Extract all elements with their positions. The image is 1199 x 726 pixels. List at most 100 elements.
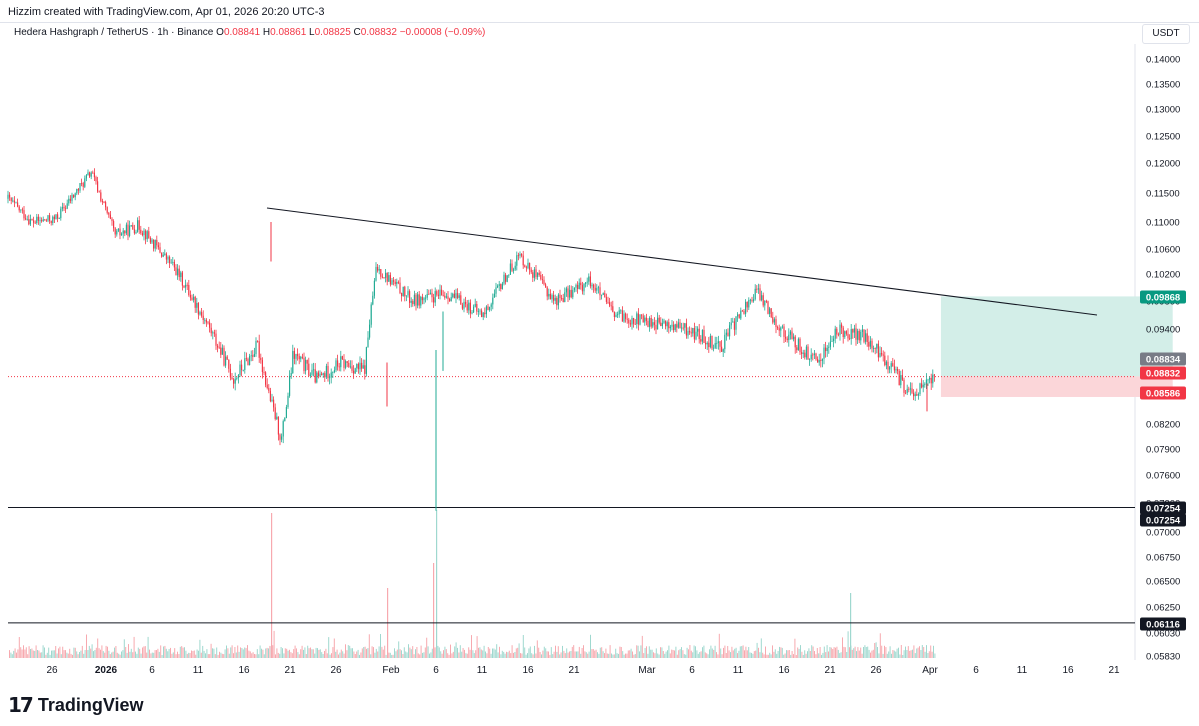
candle-body [727,332,729,337]
candle-body [895,368,897,371]
volume-bar [525,654,527,658]
volume-bar [91,644,93,658]
candle-body [394,281,396,285]
volume-bar [347,645,349,658]
candle-body [613,311,615,318]
candle-body [887,361,889,370]
candle-body [700,339,702,342]
candle-body [773,319,775,323]
candle-body [447,296,449,299]
volume-bar [875,642,877,658]
volume-bar [269,645,271,658]
volume-bar [18,637,20,658]
volume-bar [856,651,857,658]
candle-body [929,377,931,380]
candle-body [474,304,476,307]
volume-bar [794,638,796,658]
volume-bar [276,648,278,658]
candle-body [258,341,260,358]
candle-body [841,324,843,328]
price-label: 0.08832 [1146,369,1180,380]
volume-bar [723,647,724,658]
volume-bar [153,652,155,658]
volume-bar [265,648,267,658]
volume-bar [39,652,41,658]
candle-body [161,252,163,257]
candle-body [786,338,788,340]
volume-bar [172,652,174,658]
candle-body [241,364,243,370]
candle-body [761,295,763,301]
volume-bar [9,650,10,658]
candle-body [137,220,139,232]
candle-body [588,276,590,282]
candle-body [207,322,209,324]
volume-bar [515,648,517,658]
volume-bar [405,651,407,658]
candle-body [141,233,143,236]
volume-bar [812,646,814,658]
candle-body [285,407,287,418]
volume-bar [137,647,139,658]
x-axis-tick-label: 16 [1062,665,1074,676]
volume-bar [900,645,902,658]
candle-body [68,198,70,204]
volume-bar [594,650,596,658]
volume-bar [724,645,726,658]
candle-body [138,220,140,230]
volume-bar [381,646,383,658]
volume-bar [786,650,787,658]
volume-bar [538,647,540,658]
volume-bar [808,648,810,658]
volume-bar [868,649,870,658]
volume-bar [494,649,496,658]
candle-body [517,255,519,257]
candle-body [353,370,355,374]
candle-body [162,254,164,257]
candle-body [108,212,110,215]
volume-bar [636,645,638,658]
volume-bar [346,650,348,658]
candle-body [268,387,270,391]
volume-bar [833,647,835,658]
candle-body [625,313,627,319]
volume-bar [360,652,362,658]
volume-bar [443,650,444,658]
candle-body [233,379,235,384]
currency-selector[interactable]: USDT [1142,24,1190,44]
candle-body [23,210,25,219]
candle-body [570,289,572,298]
candle-body [508,274,510,276]
volume-bar [226,645,227,658]
y-axis-tick-label: 0.06750 [1146,553,1180,564]
y-axis-tick-label: 0.06250 [1146,603,1180,614]
volume-bar [255,654,257,658]
candle-body [15,202,17,204]
price-chart[interactable]: 0.14000 0.13500 0.13000 0.12500 0.12000 0.115… [0,0,1199,690]
volume-bar [46,652,48,658]
volume-bar [336,649,338,658]
candle-body [127,224,129,236]
candle-body [516,255,518,266]
candle-body [781,326,783,328]
volume-bar [471,635,472,658]
volume-bar [654,653,656,658]
candle-body [837,334,839,336]
volume-bar [247,645,248,658]
volume-bar [233,653,234,658]
volume-bar [195,654,197,658]
volume-bar [325,648,327,658]
volume-bar [634,654,636,658]
candle-body [873,348,875,349]
volume-bar [557,646,559,658]
candle-body [911,388,913,393]
volume-bar [857,647,859,658]
candle-body [845,331,847,334]
candle-body [450,297,452,302]
volume-bar [583,645,584,658]
volume-bar [751,652,752,658]
volume-bar [609,645,611,658]
candle-body [191,297,193,300]
volume-bar [888,651,890,658]
volume-bar [863,647,864,658]
